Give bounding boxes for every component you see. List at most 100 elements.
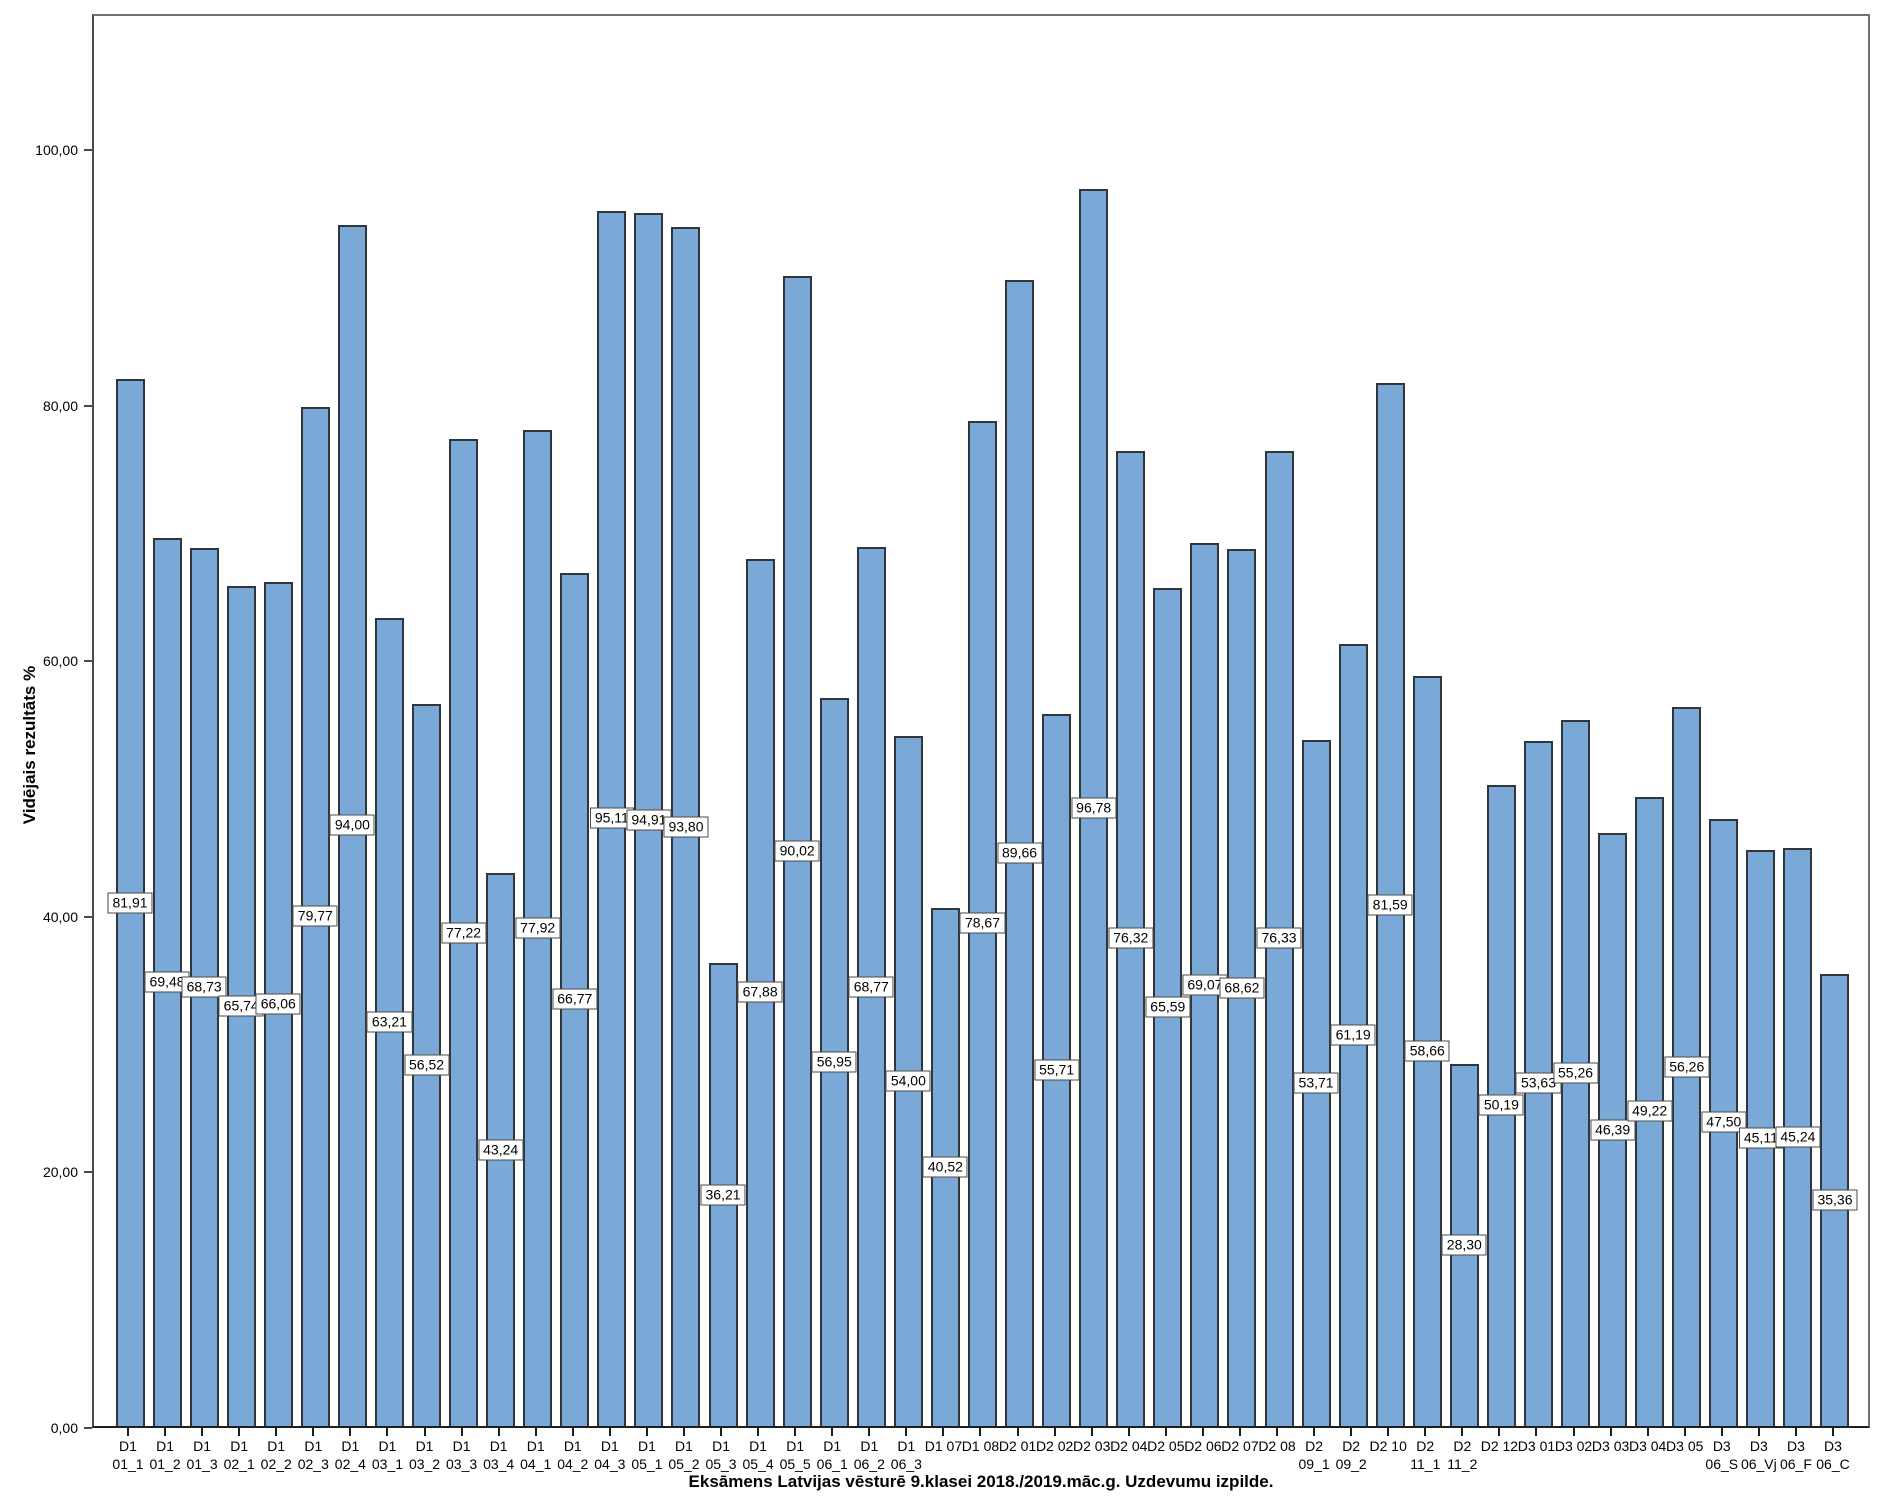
chart-title: Eksāmens Latvijas vēsturē 9.klasei 2018.… xyxy=(688,1472,1274,1491)
x-tick-mark xyxy=(1424,1428,1427,1436)
bar-value-label: 53,63 xyxy=(1515,1072,1561,1094)
bar-value-label: 68,73 xyxy=(181,976,227,998)
x-tick-label: D3 01 xyxy=(1517,1438,1556,1454)
x-tick-label: D3 06_C xyxy=(1816,1438,1850,1472)
x-tick-label: D1 01_2 xyxy=(149,1438,181,1472)
y-tick-mark xyxy=(84,1427,92,1429)
x-tick-label: D1 03_3 xyxy=(446,1438,478,1472)
bar-value-label: 43,24 xyxy=(478,1139,524,1161)
x-tick-mark xyxy=(1720,1428,1723,1436)
x-tick-label: D1 05_3 xyxy=(705,1438,737,1472)
x-tick-label: D1 05_5 xyxy=(779,1438,811,1472)
x-tick-label: D2 05 xyxy=(1147,1438,1185,1454)
bar-value-label: 69,07 xyxy=(1182,974,1228,996)
bar-value-label: 63,21 xyxy=(366,1011,412,1033)
y-tick-label: 0,00 xyxy=(50,1420,78,1436)
bar-value-label: 53,71 xyxy=(1293,1072,1339,1094)
bar-value-label: 66,06 xyxy=(255,993,301,1015)
bar-value-label: 36,21 xyxy=(700,1184,746,1206)
x-tick-mark xyxy=(497,1428,500,1436)
x-tick-mark xyxy=(201,1428,204,1436)
bar-value-label: 78,67 xyxy=(959,912,1006,934)
x-tick-label: D1 06_3 xyxy=(890,1438,922,1472)
x-tick-mark xyxy=(571,1428,574,1436)
x-tick-mark xyxy=(868,1428,871,1436)
x-tick-label: D2 06 xyxy=(1184,1438,1222,1454)
x-tick-mark xyxy=(942,1428,945,1436)
x-tick-label: D2 04 xyxy=(1110,1438,1148,1454)
x-tick-mark xyxy=(1646,1428,1649,1436)
bar-value-label: 81,59 xyxy=(1367,894,1413,916)
bar-value-label: 81,91 xyxy=(107,892,153,914)
x-tick-mark xyxy=(1757,1428,1760,1436)
y-tick-label: 20,00 xyxy=(42,1164,78,1181)
x-tick-mark xyxy=(1498,1428,1501,1436)
y-axis-title: Vidējais rezultāts % xyxy=(20,665,39,825)
x-tick-mark xyxy=(1461,1428,1464,1436)
x-tick-label: D1 05_4 xyxy=(742,1438,774,1472)
y-tick-label: 60,00 xyxy=(42,653,78,670)
bar-value-label: 76,33 xyxy=(1256,927,1302,949)
bar-value-label: 90,02 xyxy=(774,840,820,862)
x-tick-mark xyxy=(1350,1428,1353,1436)
x-tick-mark xyxy=(1016,1428,1019,1436)
x-tick-label: D1 06_2 xyxy=(853,1438,885,1472)
x-tick-mark xyxy=(608,1428,611,1436)
x-tick-mark xyxy=(534,1428,537,1436)
bar-value-label: 66,77 xyxy=(552,988,598,1010)
x-tick-label: D1 07 xyxy=(924,1438,963,1454)
x-tick-mark xyxy=(831,1428,834,1436)
bar-value-label: 49,22 xyxy=(1627,1100,1673,1122)
bar-value-label: 58,66 xyxy=(1404,1040,1450,1062)
bar-value-label: 56,26 xyxy=(1664,1056,1710,1077)
y-tick-label: 40,00 xyxy=(42,908,78,925)
bar-value-label: 89,66 xyxy=(997,842,1043,864)
bar-value-label: 45,24 xyxy=(1775,1126,1821,1148)
x-tick-mark xyxy=(905,1428,908,1436)
x-tick-mark xyxy=(794,1428,797,1436)
x-tick-mark xyxy=(312,1428,315,1436)
x-tick-label: D1 05_2 xyxy=(668,1438,700,1472)
x-tick-mark xyxy=(1572,1428,1575,1436)
bar-value-label: 65,59 xyxy=(1145,996,1191,1018)
bar-value-label: 61,19 xyxy=(1330,1024,1376,1046)
x-tick-mark xyxy=(757,1428,760,1436)
x-tick-mark xyxy=(1794,1428,1797,1436)
x-tick-mark xyxy=(1053,1428,1056,1436)
x-tick-mark xyxy=(1683,1428,1686,1436)
x-tick-label: D3 04 xyxy=(1628,1438,1667,1454)
bar-value-label: 93,80 xyxy=(663,816,709,838)
x-tick-label: D2 01 xyxy=(998,1438,1037,1454)
x-tick-mark xyxy=(1609,1428,1612,1436)
x-tick-label: D1 04_2 xyxy=(557,1438,589,1472)
x-tick-label: D1 03_1 xyxy=(371,1438,404,1472)
x-tick-mark xyxy=(1276,1428,1278,1436)
x-tick-label: D1 02_2 xyxy=(260,1438,292,1472)
x-tick-label: D1 08 xyxy=(961,1438,1000,1454)
x-tick-mark xyxy=(238,1428,241,1436)
x-tick-mark xyxy=(979,1428,982,1436)
x-tick-label: D2 02 xyxy=(1035,1438,1074,1454)
x-tick-mark xyxy=(349,1428,352,1436)
x-tick-mark xyxy=(164,1428,167,1436)
x-tick-mark xyxy=(1238,1428,1241,1436)
bar-value-label: 77,22 xyxy=(441,922,487,944)
x-tick-label: D3 02 xyxy=(1554,1438,1593,1454)
x-tick-mark xyxy=(1127,1428,1130,1436)
bar-value-label: 56,95 xyxy=(811,1051,857,1073)
bar-value-label: 79,77 xyxy=(292,905,338,927)
x-tick-label: D2 09_2 xyxy=(1335,1438,1367,1472)
x-tick-label: D2 10 xyxy=(1369,1438,1407,1454)
x-tick-label: D2 07 xyxy=(1221,1438,1259,1454)
bar-value-label: 55,71 xyxy=(1034,1059,1080,1081)
x-tick-label: D2 11_1 xyxy=(1410,1438,1441,1472)
x-tick-mark xyxy=(460,1428,463,1436)
x-tick-mark xyxy=(1090,1428,1093,1436)
bar-value-label: 94,00 xyxy=(329,814,375,836)
x-tick-mark xyxy=(682,1428,685,1436)
y-tick-mark xyxy=(84,1171,92,1174)
bar-value-label: 68,77 xyxy=(848,976,894,998)
x-tick-label: D3 06_F xyxy=(1779,1438,1812,1472)
x-tick-label: D1 06_1 xyxy=(816,1438,848,1472)
bar-value-label: 50,19 xyxy=(1478,1094,1524,1116)
